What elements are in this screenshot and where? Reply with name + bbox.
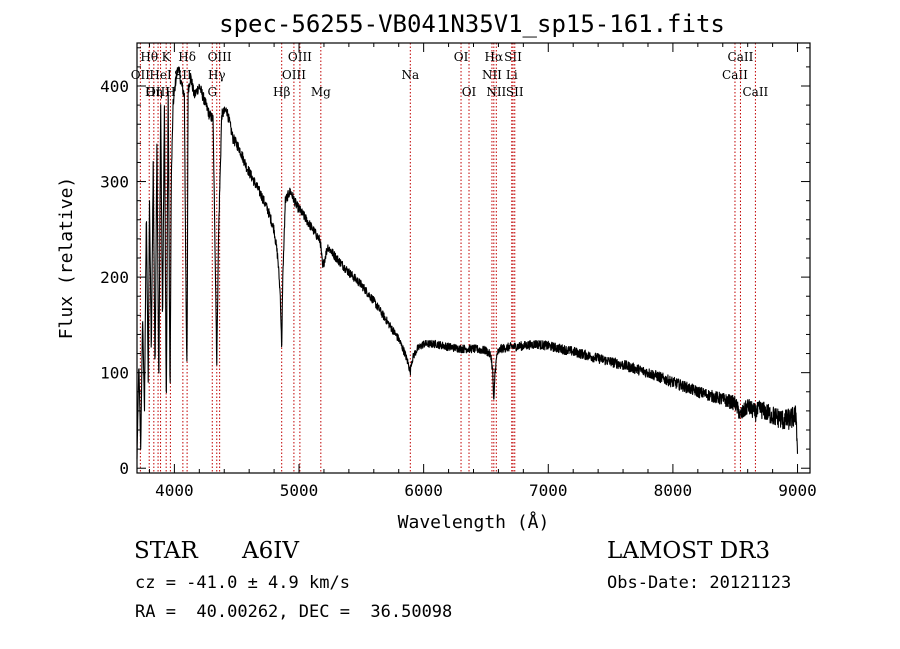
line-marker-label: Li xyxy=(506,68,518,82)
line-marker-label: Hγ xyxy=(208,68,226,82)
x-tick-label: 6000 xyxy=(404,481,443,500)
x-tick-label: 5000 xyxy=(280,481,319,500)
axis-ticks: 4000 5000 6000 7000 8000 9000 0 100 200 300 400 xyxy=(100,43,817,500)
line-marker-label: OIII xyxy=(146,85,170,99)
line-marker-label: OI xyxy=(454,50,469,64)
line-marker-label: Hθ xyxy=(140,50,158,64)
object-class: STAR xyxy=(134,538,198,564)
x-tick-label: 4000 xyxy=(155,481,194,500)
x-tick-label: 8000 xyxy=(654,481,693,500)
line-marker-label: NII xyxy=(482,68,502,82)
line-marker-label: OIII xyxy=(282,68,306,82)
line-marker-label: Mg xyxy=(311,85,331,99)
line-marker-label: OI xyxy=(462,85,477,99)
line-marker-label: OIII xyxy=(208,50,232,64)
x-tick-label: 9000 xyxy=(778,481,817,500)
y-tick-label: 100 xyxy=(100,364,129,383)
line-marker-label: HeI xyxy=(149,68,172,82)
line-marker-label: OII xyxy=(131,68,151,82)
spectrum-line xyxy=(136,66,799,459)
line-marker-label: Hβ xyxy=(273,85,290,99)
redshift-text: cz = -41.0 ± 4.9 km/s xyxy=(135,573,350,593)
line-marker-label: Hα xyxy=(485,50,504,64)
x-tick-label: 7000 xyxy=(529,481,568,500)
line-marker-label: Hδ xyxy=(178,50,196,64)
coordinates-text: RA = 40.00262, DEC = 36.50098 xyxy=(135,602,453,622)
y-axis-label: Flux (relative) xyxy=(56,177,77,340)
line-marker-label: CaII xyxy=(728,50,754,64)
y-tick-label: 0 xyxy=(119,459,129,478)
line-marker-label: Na xyxy=(401,68,419,82)
y-tick-label: 200 xyxy=(100,268,129,287)
y-tick-label: 400 xyxy=(100,77,129,96)
line-marker-label: H xyxy=(165,85,175,99)
line-marker-label: OIII xyxy=(288,50,312,64)
x-axis-label: Wavelength (Å) xyxy=(398,511,550,533)
survey-name: LAMOST DR3 xyxy=(607,538,771,564)
line-marker-label: CaII xyxy=(722,68,748,82)
plot-frame xyxy=(136,42,811,474)
line-marker-label: CaII xyxy=(742,85,768,99)
spectral-subclass: A6IV xyxy=(242,538,299,564)
line-marker-label: K xyxy=(162,50,172,64)
line-marker-label: NII xyxy=(486,85,506,99)
line-marker-label: G xyxy=(207,85,217,99)
line-marker-label: SII xyxy=(506,85,524,99)
line-marker-label: SII xyxy=(504,50,522,64)
chart-title: spec-56255-VB041N35V1_sp15-161.fits xyxy=(219,10,725,38)
y-tick-label: 300 xyxy=(100,173,129,192)
obs-date-text: Obs-Date: 20121123 xyxy=(607,573,792,593)
